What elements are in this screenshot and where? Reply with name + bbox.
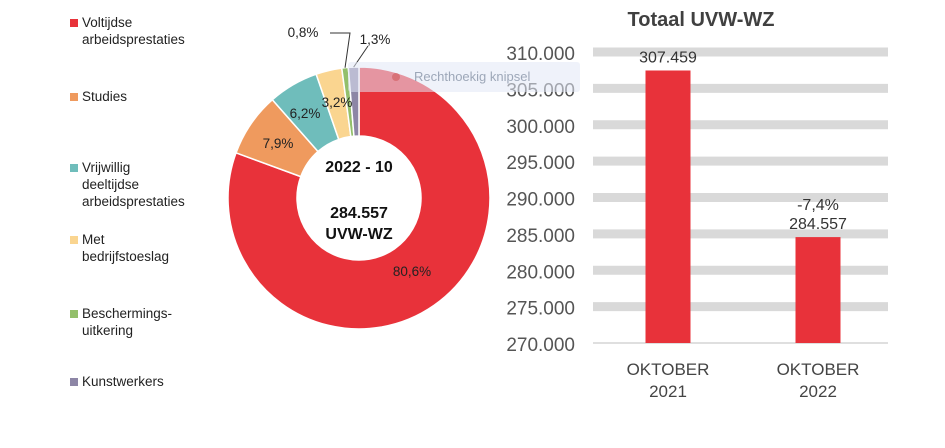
y-tick-label: 285.000	[506, 226, 575, 247]
grid-band	[593, 47, 888, 57]
leader-line	[330, 32, 351, 68]
legend-item: Kunstwerkers	[70, 373, 164, 390]
donut-center-period: 2022 - 10	[325, 159, 393, 176]
legend-label: Kunstwerkers	[82, 374, 164, 389]
donut-center-total: 284.557	[330, 205, 388, 222]
slice-value-label: 1,3%	[360, 32, 391, 47]
x-tick-label: 2022	[799, 382, 837, 401]
snip-icon	[392, 73, 400, 81]
bar-value-label: 307.459	[639, 49, 697, 66]
slice-value-label: 6,2%	[290, 106, 321, 121]
y-tick-label: 270.000	[506, 335, 575, 356]
legend-item: Beschermings-uitkering	[70, 305, 172, 339]
legend-item: Studies	[70, 88, 127, 105]
bar-chart-title: Totaal UVW-WZ	[628, 9, 775, 31]
snipping-tool-overlay: Rechthoekig knipsel	[348, 62, 580, 92]
x-tick-label: OKTOBER	[627, 360, 710, 379]
x-tick-label: OKTOBER	[777, 360, 860, 379]
y-tick-label: 295.000	[506, 153, 575, 174]
snip-label: Rechthoekig knipsel	[414, 69, 531, 84]
bar	[795, 237, 841, 343]
grid-band	[593, 193, 888, 202]
legend-item: Vrijwillig deeltijdse arbeidsprestaties	[70, 159, 185, 210]
y-tick-label: 275.000	[506, 299, 575, 320]
y-tick-label: 280.000	[506, 262, 575, 283]
legend-swatch	[70, 164, 78, 172]
x-tick-label: 2021	[649, 382, 687, 401]
grid-band	[593, 265, 888, 275]
change-annotation: -7,4%	[797, 197, 839, 214]
legend-swatch	[70, 236, 78, 244]
legend-item: Voltijdse arbeidsprestaties	[70, 14, 185, 48]
legend-label: Beschermings-uitkering	[82, 306, 173, 338]
legend-swatch	[70, 19, 78, 27]
donut-center-label: UVW-WZ	[325, 226, 392, 243]
legend-item: Met bedrijfstoeslag	[70, 231, 169, 265]
y-tick-label: 300.000	[506, 117, 575, 138]
donut-slice	[227, 66, 491, 330]
grid-band	[593, 156, 888, 166]
y-tick-label: 310.000	[506, 44, 575, 65]
legend-label: Studies	[82, 89, 128, 104]
slice-value-label: 80,6%	[393, 264, 431, 279]
legend-swatch	[70, 310, 78, 318]
grid-band	[593, 302, 888, 312]
bar-value-label: 284.557	[789, 216, 847, 233]
legend-label: Met bedrijfstoeslag	[82, 232, 170, 264]
legend-label: Vrijwillig deeltijdse arbeidsprestaties	[82, 160, 185, 209]
grid-band	[593, 83, 888, 93]
bar	[645, 70, 691, 343]
slice-value-label: 3,2%	[322, 95, 353, 110]
legend-swatch	[70, 378, 78, 386]
grid-band	[593, 120, 888, 130]
legend-swatch	[70, 93, 78, 101]
grid-band	[593, 229, 888, 239]
slice-value-label: 7,9%	[263, 136, 294, 151]
y-tick-label: 290.000	[506, 190, 575, 211]
slice-value-label: 0,8%	[288, 25, 319, 40]
legend-label: Voltijdse arbeidsprestaties	[82, 15, 185, 47]
